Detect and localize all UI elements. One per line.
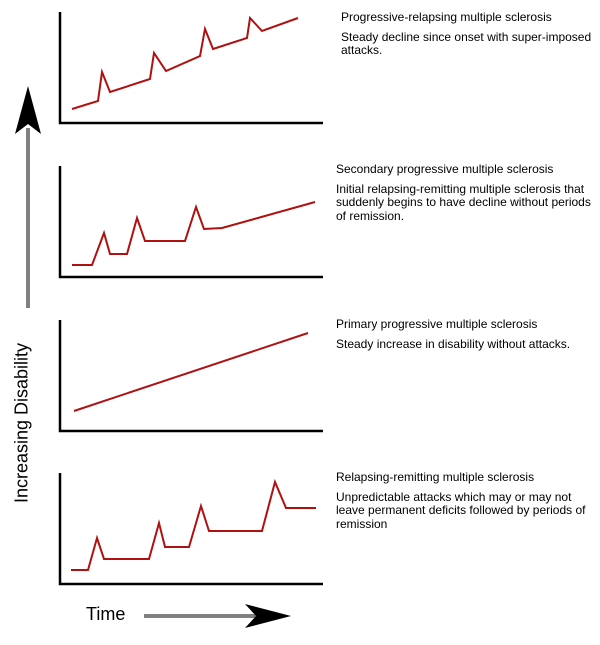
panel-title: Progressive-relapsing multiple sclerosis xyxy=(341,10,552,24)
panel-1-disability-line xyxy=(71,15,299,110)
panel-secondary-progressive-text: Secondary progressive multiple sclerosis… xyxy=(336,162,598,223)
x-arrow-head xyxy=(245,604,291,628)
panel-1-axes xyxy=(58,12,323,125)
panel-secondary-progressive-plot xyxy=(58,166,323,279)
y-axis-label: Increasing Disability xyxy=(11,342,32,504)
panel-progressive-relapsing-text: Progressive-relapsing multiple sclerosis… xyxy=(341,10,596,58)
panel-title: Primary progressive multiple sclerosis xyxy=(336,317,538,331)
panel-2-axes xyxy=(58,166,323,279)
y-arrow xyxy=(15,86,41,308)
x-arrow xyxy=(144,604,291,628)
panel-3-disability-line xyxy=(73,332,309,412)
panel-primary-progressive-plot xyxy=(58,320,323,433)
panel-description: Initial relapsing-remitting multiple scl… xyxy=(336,181,591,223)
panel-description: Steady increase in disability without at… xyxy=(336,336,571,351)
panel-3-axes xyxy=(58,320,323,433)
x-axis-label: Time xyxy=(86,604,126,624)
panel-4-disability-line xyxy=(71,478,316,571)
panel-primary-progressive-text: Primary progressive multiple sclerosis S… xyxy=(336,317,598,351)
panel-relapsing-remitting-text: Relapsing-remitting multiple sclerosis U… xyxy=(336,470,598,531)
panel-2-disability-line xyxy=(72,201,316,266)
panel-title: Secondary progressive multiple sclerosis xyxy=(336,162,554,176)
panel-title: Relapsing-remitting multiple sclerosis xyxy=(336,470,535,484)
panel-4-axes xyxy=(58,473,323,586)
y-arrow-head xyxy=(15,86,41,134)
panel-relapsing-remitting-plot xyxy=(58,473,323,586)
panel-description: Unpredictable attacks which may or may n… xyxy=(336,489,586,531)
panel-description: Steady decline since onset with super-im… xyxy=(341,29,592,57)
panel-progressive-relapsing-plot xyxy=(58,12,323,125)
